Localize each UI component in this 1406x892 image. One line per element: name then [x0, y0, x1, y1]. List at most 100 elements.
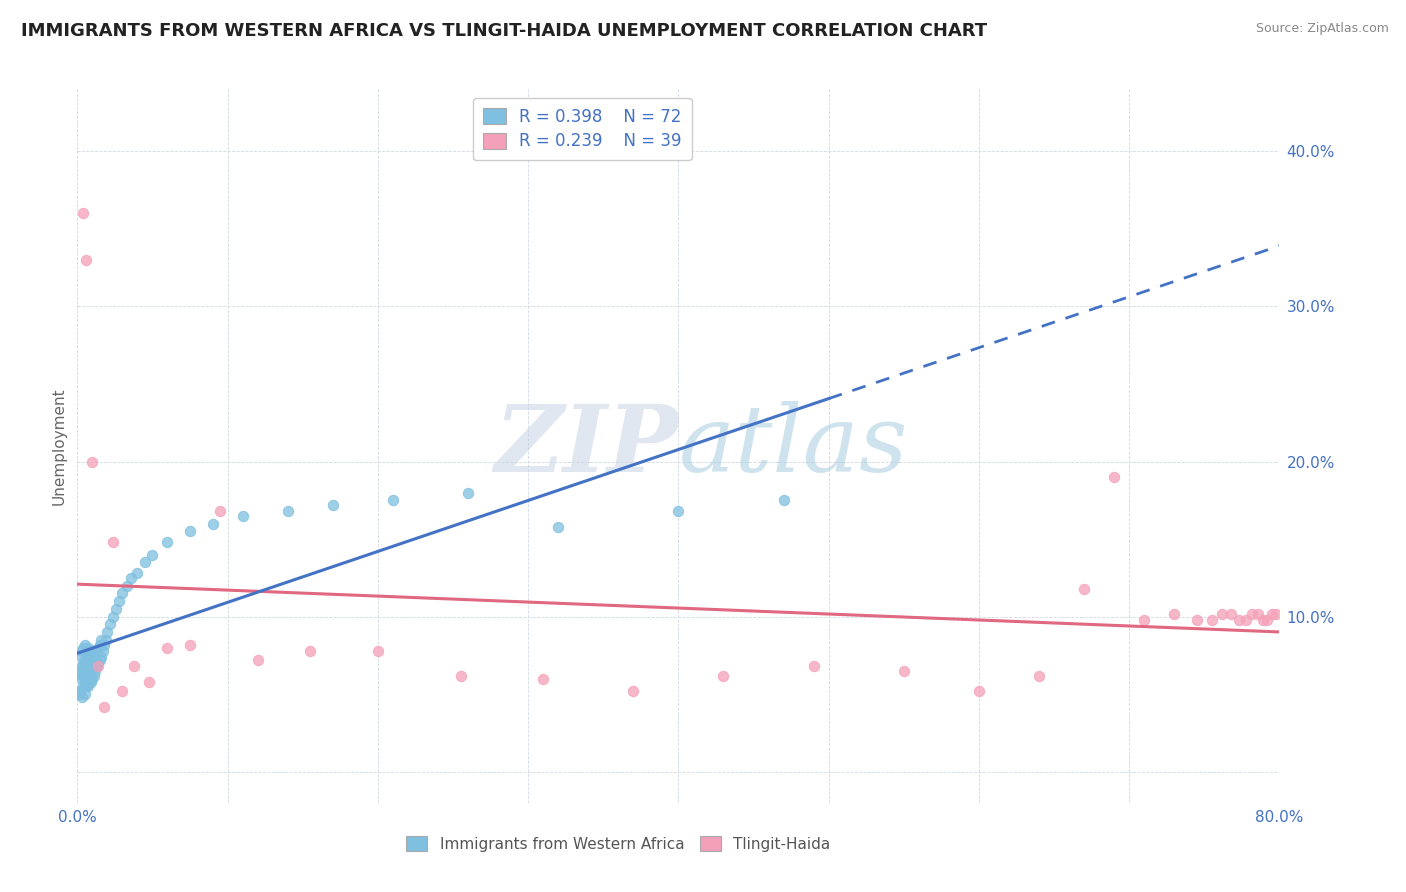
Point — [87, 659, 110, 673]
Point — [179, 524, 201, 539]
Point — [134, 555, 156, 569]
Point — [111, 586, 134, 600]
Point — [381, 493, 404, 508]
Point — [967, 684, 990, 698]
Point — [1073, 582, 1095, 596]
Point — [82, 644, 104, 658]
Point — [70, 644, 93, 658]
Point — [87, 656, 110, 670]
Text: atlas: atlas — [679, 401, 908, 491]
Point — [91, 644, 114, 658]
Point — [76, 680, 98, 694]
Point — [79, 664, 101, 678]
Point — [209, 504, 232, 518]
Point — [76, 640, 98, 655]
Point — [75, 252, 97, 267]
Point — [124, 659, 146, 673]
Point — [69, 667, 91, 681]
Point — [89, 653, 111, 667]
Point — [893, 664, 915, 678]
Point — [1028, 668, 1050, 682]
Point — [1163, 607, 1185, 621]
Y-axis label: Unemployment: Unemployment — [51, 387, 66, 505]
Point — [103, 609, 125, 624]
Point — [156, 535, 179, 549]
Point — [73, 687, 96, 701]
Point — [1201, 613, 1223, 627]
Point — [299, 644, 322, 658]
Point — [1185, 613, 1208, 627]
Point — [83, 668, 105, 682]
Point — [367, 644, 389, 658]
Point — [69, 648, 91, 663]
Point — [127, 566, 149, 581]
Point — [93, 699, 115, 714]
Point — [72, 640, 94, 655]
Point — [86, 659, 108, 673]
Point — [1102, 470, 1125, 484]
Point — [713, 668, 735, 682]
Point — [80, 662, 103, 676]
Point — [105, 602, 128, 616]
Point — [70, 672, 93, 686]
Point — [547, 519, 569, 533]
Point — [96, 625, 118, 640]
Point — [103, 535, 125, 549]
Point — [668, 504, 690, 518]
Point — [76, 656, 98, 670]
Point — [141, 548, 163, 562]
Point — [1265, 607, 1288, 621]
Point — [70, 690, 93, 705]
Text: Source: ZipAtlas.com: Source: ZipAtlas.com — [1256, 22, 1389, 36]
Point — [322, 498, 344, 512]
Point — [772, 493, 794, 508]
Point — [138, 674, 160, 689]
Point — [201, 516, 224, 531]
Point — [1211, 607, 1233, 621]
Point — [79, 674, 101, 689]
Point — [90, 632, 112, 647]
Point — [457, 485, 479, 500]
Point — [108, 594, 131, 608]
Point — [67, 687, 90, 701]
Point — [82, 672, 104, 686]
Point — [75, 668, 97, 682]
Point — [73, 664, 96, 678]
Point — [803, 659, 825, 673]
Point — [73, 638, 96, 652]
Point — [1133, 613, 1156, 627]
Point — [75, 656, 97, 670]
Point — [80, 644, 103, 658]
Point — [84, 648, 107, 663]
Point — [232, 508, 254, 523]
Point — [72, 680, 94, 694]
Point — [1234, 613, 1257, 627]
Point — [1261, 607, 1284, 621]
Point — [1251, 613, 1274, 627]
Point — [179, 638, 201, 652]
Point — [69, 684, 91, 698]
Point — [1220, 607, 1243, 621]
Point — [82, 659, 104, 673]
Point — [75, 680, 97, 694]
Point — [246, 653, 269, 667]
Point — [86, 644, 108, 658]
Point — [67, 664, 90, 678]
Text: IMMIGRANTS FROM WESTERN AFRICA VS TLINGIT-HAIDA UNEMPLOYMENT CORRELATION CHART: IMMIGRANTS FROM WESTERN AFRICA VS TLINGI… — [21, 22, 987, 40]
Point — [73, 653, 96, 667]
Point — [90, 650, 112, 665]
Point — [1247, 607, 1270, 621]
Point — [115, 579, 138, 593]
Point — [76, 667, 98, 681]
Point — [87, 640, 110, 655]
Point — [156, 640, 179, 655]
Point — [79, 648, 101, 663]
Point — [621, 684, 644, 698]
Point — [94, 632, 117, 647]
Point — [450, 668, 472, 682]
Point — [70, 659, 93, 673]
Point — [72, 656, 94, 670]
Point — [83, 653, 105, 667]
Point — [1227, 613, 1250, 627]
Point — [120, 571, 142, 585]
